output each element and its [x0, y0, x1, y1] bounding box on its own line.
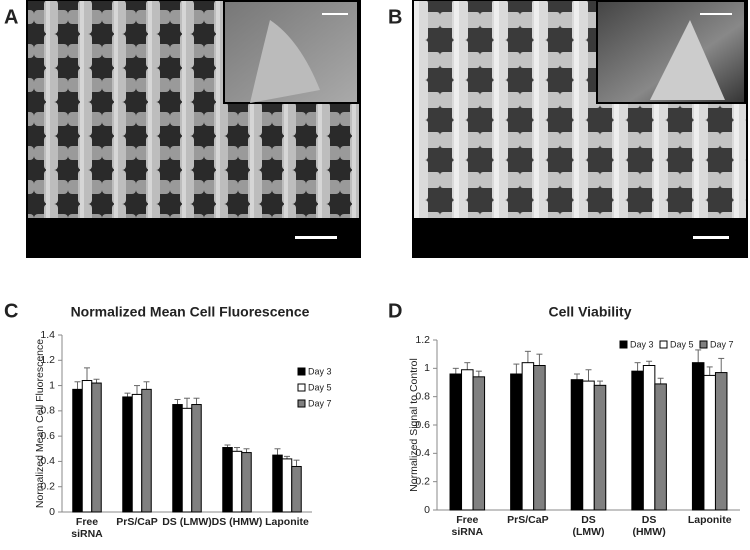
legend-swatch: [297, 399, 306, 408]
bar: [241, 452, 252, 513]
bar: [703, 374, 716, 511]
y-tick-label: 1: [424, 362, 430, 374]
bar: [91, 382, 102, 513]
legend-swatch: [619, 340, 628, 349]
panel-label: B: [388, 6, 402, 28]
legend-label: Day 3: [308, 366, 332, 376]
x-tick-label: Free siRNA: [71, 516, 103, 540]
y-tick-label: 0.4: [40, 455, 55, 467]
legend-swatch: [699, 340, 708, 349]
bar: [181, 407, 193, 513]
bar: [231, 450, 243, 513]
bar: [714, 372, 728, 511]
x-tick-label: Free siRNA: [452, 514, 484, 538]
y-tick-label: 0.6: [415, 419, 430, 431]
legend-swatch: [297, 383, 306, 392]
legend-label: Day 7: [710, 339, 734, 349]
panel-label: D: [388, 300, 402, 322]
bar: [582, 380, 595, 511]
y-tick-label: 1.4: [40, 329, 55, 341]
bar: [593, 384, 607, 511]
bar: [642, 365, 656, 511]
chart-title: Normalized Mean Cell Fluorescence: [71, 304, 310, 320]
legend-label: Day 7: [308, 398, 332, 408]
bar: [691, 362, 705, 511]
bar: [81, 380, 93, 513]
legend-label: Day 5: [670, 339, 694, 349]
y-tick-label: 0.6: [40, 430, 55, 442]
y-tick-label: 0: [49, 506, 55, 518]
sem-image-b: [412, 0, 748, 258]
bar: [472, 376, 486, 511]
bar: [131, 393, 143, 513]
y-axis-label: Normalized Signal to Control: [408, 358, 420, 492]
x-tick-label: DS (LMW): [572, 514, 604, 538]
bar: [510, 373, 523, 511]
y-tick-label: 0.4: [415, 447, 430, 459]
bar: [291, 465, 302, 513]
legend-label: Day 3: [630, 339, 654, 349]
x-tick-label: PrS/CaP: [507, 514, 548, 526]
sem-image-a: [26, 0, 361, 258]
legend-swatch: [297, 367, 306, 376]
bar: [631, 370, 644, 511]
y-tick-label: 0.2: [415, 475, 430, 487]
panel-label: A: [4, 6, 18, 28]
chart-title: Cell Viability: [549, 304, 632, 320]
y-tick-label: 1: [49, 379, 55, 391]
bar: [122, 396, 133, 513]
bar: [191, 404, 202, 513]
y-tick-label: 0.2: [40, 480, 55, 492]
bar: [461, 369, 474, 511]
bar: [272, 454, 283, 513]
y-tick-label: 1.2: [415, 334, 430, 346]
legend-swatch: [659, 340, 668, 349]
x-tick-label: PrS/CaP: [116, 516, 157, 528]
bar: [654, 383, 667, 511]
bar: [533, 365, 546, 511]
bar: [72, 388, 83, 513]
bar: [449, 373, 463, 511]
y-axis-label: Normalized Mean Cell Fluorescence: [34, 339, 46, 508]
bar: [570, 379, 584, 511]
x-tick-label: Laponite: [265, 516, 309, 528]
bar: [141, 388, 152, 513]
y-tick-label: 1.2: [40, 354, 55, 366]
x-tick-label: DS (HMW): [632, 514, 665, 538]
y-tick-label: 0: [424, 504, 430, 516]
panel-label: C: [4, 300, 18, 322]
y-tick-label: 0.8: [40, 405, 55, 417]
y-tick-label: 0.8: [415, 390, 430, 402]
bar: [172, 404, 183, 513]
bar: [281, 458, 293, 513]
legend-label: Day 5: [308, 382, 332, 392]
bar: [222, 447, 233, 513]
x-tick-label: DS (LMW): [162, 516, 212, 528]
x-tick-label: DS (HMW): [212, 516, 263, 528]
bar: [521, 362, 535, 511]
x-tick-label: Laponite: [688, 514, 732, 526]
